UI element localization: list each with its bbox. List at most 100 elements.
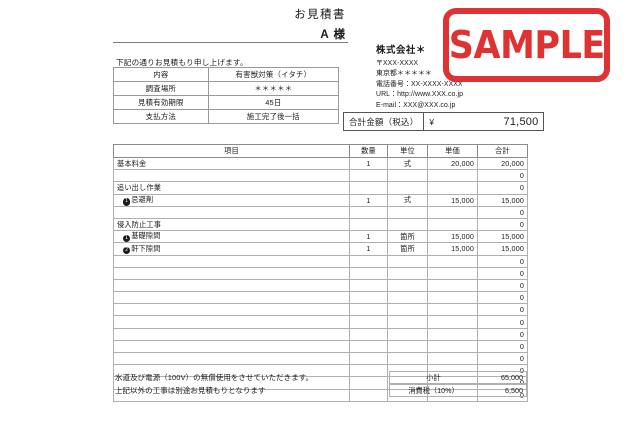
item-total-cell: 0: [477, 254, 528, 268]
table-row: 内容 有害獣対策（イタチ）: [113, 67, 340, 82]
item-qty-cell: [349, 254, 388, 268]
item-name-cell: 追い出し作業: [113, 181, 350, 195]
footer-row-subtotal: 水道及び電源（100V）の無償使用をさせていただきます。 小計 65,000: [113, 371, 527, 384]
subtotal-value: 65,000: [477, 371, 527, 384]
grand-total-label: 合計金額（税込）: [343, 112, 424, 131]
item-qty-cell: [349, 278, 388, 293]
currency-symbol: ¥: [429, 116, 435, 127]
item-price-cell: 15,000: [427, 230, 478, 244]
footer-note-1: 水道及び電源（100V）の無償使用をさせていただきます。: [115, 373, 314, 382]
item-price-cell: [427, 303, 478, 317]
item-unit-cell: [387, 169, 428, 183]
tax-value: 6,500: [477, 384, 527, 397]
item-total-cell: 0: [477, 303, 528, 317]
item-name-cell: 2 軒下隙間: [113, 242, 350, 256]
item-unit-cell: [387, 303, 428, 317]
info-key: 支払方法: [113, 109, 209, 124]
company-url: URL：http://www.XXX.co.jp: [376, 91, 464, 99]
company-phone: 電話番号：XX-XXXX-XXXX: [376, 80, 463, 88]
item-qty-cell: 1: [349, 156, 388, 171]
column-header-unit: 単位: [387, 144, 428, 158]
table-row: 0: [113, 339, 528, 354]
item-unit-cell: [387, 217, 428, 232]
item-name-cell: [113, 315, 350, 329]
item-unit-cell: [387, 278, 428, 293]
item-qty-cell: [349, 266, 388, 280]
table-row: 2 軒下隙間 1 箇所 15,000 15,000: [113, 242, 528, 256]
item-qty-cell: [349, 181, 388, 195]
items-header-row: 項目 数量 単位 単価 合計: [113, 144, 528, 158]
info-value: 施工完了後一括: [207, 109, 340, 124]
item-unit-cell: [387, 266, 428, 280]
quote-info-body: 内容 有害獣対策（イタチ） 調査場所 ＊＊＊＊＊ 見積有効期限 45日 支払方法…: [113, 67, 340, 124]
table-row: 0: [113, 254, 528, 268]
table-row: 0: [113, 266, 528, 280]
item-qty-cell: [349, 217, 388, 232]
item-price-cell: [427, 291, 478, 305]
table-row: 0: [113, 351, 528, 366]
info-key: 調査場所: [113, 81, 209, 96]
company-email: E-mail：XXX@XXX.co.jp: [376, 101, 456, 109]
item-price-cell: [427, 351, 478, 366]
quote-info-table: 内容 有害獣対策（イタチ） 調査場所 ＊＊＊＊＊ 見積有効期限 45日 支払方法…: [113, 67, 340, 124]
table-row: 0: [113, 327, 528, 341]
item-price-cell: [427, 254, 478, 268]
item-qty-cell: [349, 291, 388, 305]
item-unit-cell: [387, 205, 428, 219]
item-name-cell: [113, 291, 350, 305]
item-qty-cell: 1: [349, 242, 388, 256]
item-qty-cell: [349, 351, 388, 366]
table-row: 0: [113, 388, 528, 402]
column-header-item: 項目: [113, 144, 350, 158]
table-row: 0: [113, 315, 528, 329]
item-qty-cell: [349, 339, 388, 354]
table-row: 1 基礎隙間 1 箇所 15,000 15,000: [113, 230, 528, 244]
item-unit-cell: [387, 339, 428, 354]
info-value: 有害獣対策（イタチ）: [207, 67, 340, 82]
item-name-cell: [113, 339, 350, 354]
item-total-cell: 0: [477, 217, 528, 232]
item-name-cell: [113, 205, 350, 219]
item-total-cell: 0: [477, 278, 528, 293]
company-postal-code: 〒XXX-XXXX: [376, 60, 419, 67]
item-name-cell: [113, 327, 350, 341]
items-table: 項目 数量 単位 単価 合計 基本料金 1 式 20,000 20,000 0 追い出し作業…: [113, 144, 528, 402]
footer-row-tax: 上記以外の工事は別途お見積もりとなります 消費税（10%） 6,500: [113, 384, 527, 397]
item-unit-cell: 式: [387, 156, 428, 171]
company-info-block: 株式会社＊ 〒XXX-XXXX 東京都＊＊＊＊＊ 電話番号：XX-XXXX-XX…: [376, 42, 566, 111]
item-price-cell: [427, 181, 478, 195]
item-total-cell: 0: [477, 181, 528, 195]
item-qty-cell: [349, 315, 388, 329]
item-name-cell: [113, 303, 350, 317]
info-key: 見積有効期限: [113, 95, 209, 110]
item-total-cell: 0: [477, 327, 528, 341]
item-total-cell: 15,000: [477, 193, 528, 207]
item-total-cell: 0: [477, 266, 528, 280]
item-name-cell: [113, 169, 350, 183]
item-price-cell: [427, 169, 478, 183]
table-row: 調査場所 ＊＊＊＊＊: [113, 81, 340, 96]
customer-name: A 様: [320, 29, 346, 41]
item-total-cell: 0: [477, 351, 528, 366]
item-unit-cell: [387, 254, 428, 268]
item-price-cell: [427, 315, 478, 329]
footer-note-2: 上記以外の工事は別途お見積もりとなります: [115, 386, 266, 395]
info-value: 45日: [207, 95, 340, 110]
table-row: 0: [113, 303, 528, 317]
item-qty-cell: [349, 303, 388, 317]
item-number-icon: 1: [123, 198, 131, 206]
item-unit-cell: [387, 327, 428, 341]
item-qty-cell: 1: [349, 193, 388, 207]
item-price-cell: 20,000: [427, 156, 478, 171]
column-header-total: 合計: [477, 144, 528, 158]
tax-label: 消費税（10%）: [389, 384, 477, 397]
grand-total-value: ¥ 71,500: [423, 112, 545, 131]
table-row: 侵入防止工事 0: [113, 217, 528, 232]
item-name-cell: [113, 266, 350, 280]
company-address: 東京都＊＊＊＊＊: [376, 70, 432, 78]
item-name-cell: 基本料金: [113, 156, 350, 171]
item-total-cell: 0: [477, 339, 528, 354]
subtotal-label: 小計: [389, 371, 477, 384]
table-row: 追い出し作業 0: [113, 181, 528, 195]
